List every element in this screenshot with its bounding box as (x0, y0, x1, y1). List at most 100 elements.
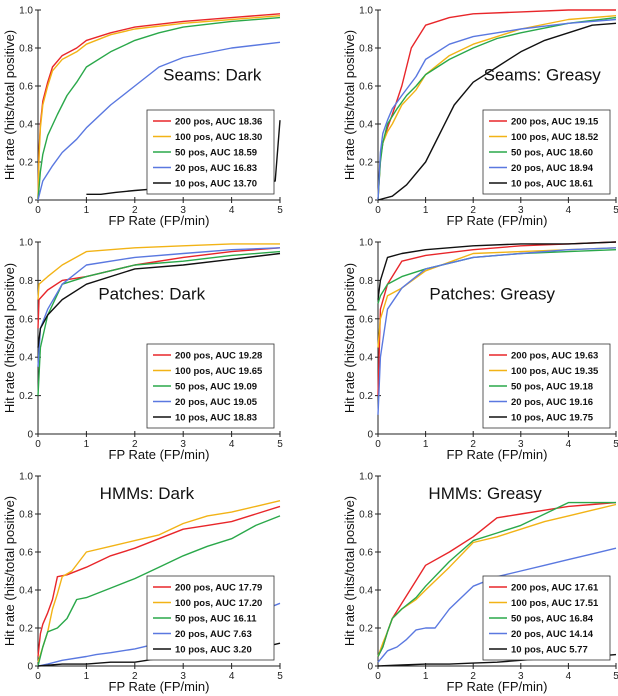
legend-label: 50 pos, AUC 16.84 (511, 614, 594, 625)
y-tick-label: 1.0 (19, 6, 33, 17)
legend-label: 200 pos, AUC 19.28 (175, 351, 262, 362)
y-tick-label: 0.6 (359, 82, 373, 93)
legend-label: 50 pos, AUC 19.18 (511, 382, 593, 393)
series-line-20-pos (37, 41, 281, 201)
chart-panel-1: 0 0.2 0.4 0.6 0.8 1.0 0 1 2 3 4 5 FP Rate (FP/min) Hi… (2, 6, 283, 229)
legend-label: 10 pos, AUC 18.61 (511, 179, 594, 190)
legend-label: 200 pos, AUC 18.36 (175, 117, 262, 128)
series-line-10-pos (377, 241, 617, 300)
chart-title: Seams: Dark (163, 65, 262, 84)
x-tick-label: 2 (470, 439, 476, 450)
x-axis-label: FP Rate (FP/min) (109, 447, 210, 462)
legend-label: 10 pos, AUC 3.20 (175, 645, 252, 656)
series-line-10-pos (37, 252, 281, 348)
y-tick-label: 0.4 (19, 353, 33, 364)
x-tick-label: 0 (35, 671, 41, 682)
y-tick-label: 0.4 (19, 586, 33, 597)
legend-label: 10 pos, AUC 18.83 (175, 413, 257, 424)
x-axis-label: FP Rate (FP/min) (447, 213, 548, 228)
legend: 200 pos, AUC 19.28 100 pos, AUC 19.65 50 p… (146, 343, 275, 429)
legend-label: 100 pos, AUC 18.52 (511, 132, 598, 143)
chart-panel-4: 0 0.2 0.4 0.6 0.8 1.0 0 1 2 3 4 5 FP Rate (FP/min) Hi… (342, 238, 618, 463)
chart-panel-6: 0 0.2 0.4 0.6 0.8 1.0 0 1 2 3 4 5 FP Rate (FP/min) Hi… (342, 472, 618, 695)
x-tick-label: 0 (375, 205, 381, 216)
y-tick-label: 0 (367, 430, 373, 441)
x-tick-label: 1 (423, 205, 429, 216)
y-axis-label: Hit rate (hits/total positive) (342, 30, 357, 180)
legend-label: 200 pos, AUC 17.79 (175, 583, 262, 594)
y-tick-label: 0.8 (359, 276, 373, 287)
x-tick-label: 5 (613, 205, 618, 216)
legend-label: 200 pos, AUC 17.61 (511, 583, 599, 594)
y-tick-label: 0 (367, 196, 373, 207)
x-tick-label: 2 (132, 439, 138, 450)
series-line-100-pos (37, 243, 280, 300)
legend-label: 200 pos, AUC 19.15 (511, 117, 599, 128)
legend-label: 100 pos, AUC 19.65 (175, 366, 263, 377)
legend-label: 20 pos, AUC 16.83 (175, 163, 257, 174)
y-tick-label: 0.2 (19, 624, 33, 635)
x-tick-label: 3 (180, 205, 186, 216)
x-tick-label: 1 (84, 205, 90, 216)
legend-label: 50 pos, AUC 16.11 (175, 614, 257, 625)
y-axis-label: Hit rate (hits/total positive) (2, 30, 17, 180)
legend-label: 10 pos, AUC 19.75 (511, 413, 594, 424)
x-tick-label: 3 (180, 671, 186, 682)
legend-label: 20 pos, AUC 18.94 (511, 163, 594, 174)
legend-label: 20 pos, AUC 19.05 (175, 397, 258, 408)
legend-label: 10 pos, AUC 5.77 (511, 645, 588, 656)
x-tick-label: 4 (229, 439, 235, 450)
legend-label: 50 pos, AUC 18.59 (175, 148, 257, 159)
series-line-50-pos (37, 515, 281, 667)
y-tick-label: 0.4 (19, 120, 33, 131)
legend: 200 pos, AUC 19.63 100 pos, AUC 19.35 50 p… (482, 343, 611, 429)
x-tick-label: 3 (518, 205, 524, 216)
y-axis-label: Hit rate (hits/total positive) (342, 263, 357, 413)
series-line-50-pos (37, 250, 281, 396)
y-tick-label: 0.4 (359, 586, 373, 597)
y-tick-label: 0.6 (19, 314, 33, 325)
x-tick-label: 2 (132, 671, 138, 682)
x-tick-label: 5 (277, 671, 283, 682)
x-tick-label: 4 (566, 439, 572, 450)
series-line-10-pos (377, 22, 617, 201)
y-tick-label: 0.6 (359, 548, 373, 559)
y-tick-label: 0 (27, 430, 33, 441)
x-tick-label: 1 (423, 439, 429, 450)
chart-panel-3: 0 0.2 0.4 0.6 0.8 1.0 0 1 2 3 4 5 FP Rate (FP/min) Hi… (2, 238, 283, 463)
x-tick-label: 2 (470, 205, 476, 216)
legend: 200 pos, AUC 18.36 100 pos, AUC 18.30 50 p… (146, 109, 275, 195)
legend-label: 20 pos, AUC 7.63 (175, 629, 252, 640)
legend-label: 100 pos, AUC 19.35 (511, 366, 599, 377)
y-tick-label: 0.2 (359, 624, 373, 635)
y-axis-label: Hit rate (hits/total positive) (342, 496, 357, 646)
y-tick-label: 0 (367, 662, 373, 673)
legend-label: 10 pos, AUC 13.70 (175, 179, 257, 190)
x-tick-label: 3 (180, 439, 186, 450)
y-tick-label: 0.8 (359, 44, 373, 55)
x-tick-label: 3 (518, 439, 524, 450)
y-tick-label: 1.0 (359, 6, 373, 17)
y-tick-label: 0.4 (359, 353, 373, 364)
legend-label: 50 pos, AUC 18.60 (511, 148, 593, 159)
x-tick-label: 5 (613, 439, 618, 450)
x-tick-label: 1 (423, 671, 429, 682)
x-tick-label: 4 (229, 671, 235, 682)
chart-title: HMMs: Greasy (428, 484, 542, 503)
y-tick-label: 0.2 (19, 391, 33, 402)
chart-panel-2: 0 0.2 0.4 0.6 0.8 1.0 0 1 2 3 4 5 FP Rate (FP/min) Hi… (342, 6, 618, 229)
legend-label: 100 pos, AUC 18.30 (175, 132, 262, 143)
legend-label: 100 pos, AUC 17.20 (175, 598, 262, 609)
x-tick-label: 4 (566, 671, 572, 682)
y-tick-label: 0.4 (359, 120, 373, 131)
legend: 200 pos, AUC 17.79 100 pos, AUC 17.20 50 p… (146, 575, 275, 661)
x-tick-label: 0 (375, 439, 381, 450)
x-tick-label: 5 (613, 671, 618, 682)
y-tick-label: 0.2 (359, 391, 373, 402)
legend: 200 pos, AUC 17.61 100 pos, AUC 17.51 50 p… (482, 575, 611, 661)
series-line-20-pos (377, 18, 617, 201)
x-tick-label: 0 (35, 439, 41, 450)
y-tick-label: 0.2 (19, 158, 33, 169)
x-tick-label: 5 (277, 205, 283, 216)
